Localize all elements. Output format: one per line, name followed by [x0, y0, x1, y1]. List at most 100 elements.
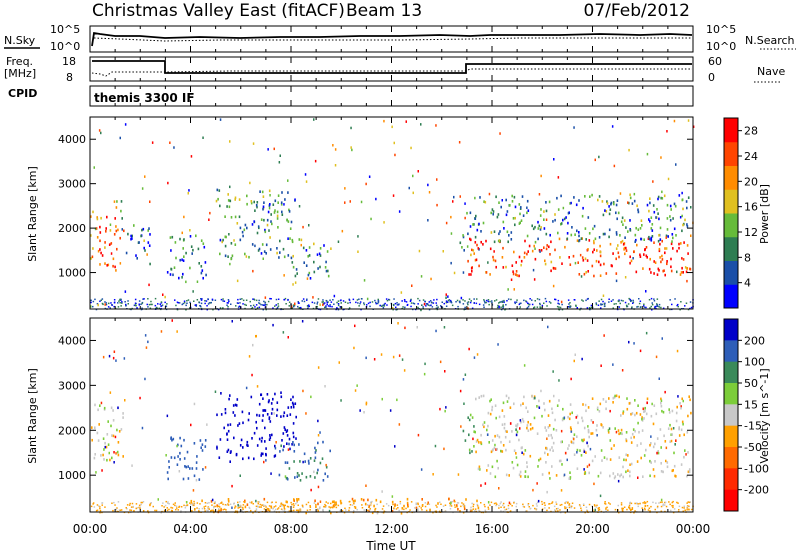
data-cell: [281, 504, 283, 507]
data-cell: [470, 506, 472, 509]
data-cell: [498, 415, 501, 419]
data-cell: [119, 136, 121, 140]
freq-tick-bottom: 8: [66, 71, 73, 84]
data-cell: [104, 441, 106, 445]
data-cell: [562, 206, 565, 210]
data-cell: [595, 428, 598, 432]
data-cell: [259, 503, 261, 506]
data-cell: [552, 370, 554, 373]
colorbar-tick-label: 50: [744, 377, 758, 390]
data-cell: [474, 508, 477, 510]
data-cell: [596, 434, 598, 437]
data-cell: [427, 304, 430, 306]
data-cell: [678, 434, 681, 437]
data-cell: [475, 440, 478, 443]
data-cell: [149, 307, 152, 309]
data-cell: [487, 299, 490, 301]
data-cell: [268, 438, 271, 441]
data-cell: [669, 299, 671, 301]
power-ylabel: Slant Range [km]: [26, 166, 39, 262]
data-cell: [330, 247, 332, 250]
data-cell: [252, 269, 254, 273]
data-cell: [344, 201, 346, 204]
data-cell: [259, 302, 261, 305]
data-cell: [332, 144, 334, 147]
data-cell: [674, 298, 676, 300]
data-cell: [505, 394, 508, 398]
data-cell: [113, 305, 115, 308]
data-cell: [603, 305, 606, 308]
data-cell: [166, 303, 168, 305]
data-cell: [600, 449, 603, 452]
data-cell: [467, 301, 470, 303]
data-cell: [469, 301, 472, 304]
data-cell: [290, 406, 293, 409]
data-cell: [384, 302, 386, 305]
data-cell: [665, 236, 667, 239]
data-cell: [172, 273, 174, 277]
data-cell: [317, 468, 319, 472]
data-cell: [580, 275, 583, 278]
data-cell: [521, 451, 523, 454]
data-cell: [462, 271, 465, 274]
data-cell: [267, 300, 270, 303]
data-cell: [416, 507, 419, 510]
data-cell: [489, 472, 492, 475]
data-cell: [674, 443, 676, 446]
data-cell: [487, 508, 490, 510]
data-cell: [518, 438, 520, 442]
data-cell: [337, 303, 340, 305]
data-cell: [547, 426, 550, 429]
data-cell: [648, 507, 651, 509]
data-cell: [688, 505, 690, 508]
data-cell: [489, 273, 491, 276]
data-cell: [459, 241, 462, 245]
data-cell: [498, 504, 500, 507]
data-cell: [636, 444, 639, 447]
data-cell: [271, 501, 273, 503]
data-cell: [387, 504, 390, 507]
data-cell: [661, 337, 663, 340]
data-cell: [305, 503, 308, 506]
data-cell: [407, 506, 409, 508]
data-cell: [114, 504, 116, 506]
data-cell: [204, 439, 207, 442]
data-cell: [121, 302, 123, 304]
data-cell: [423, 372, 426, 376]
data-cell: [247, 444, 249, 447]
data-cell: [608, 228, 611, 232]
data-cell: [442, 505, 445, 507]
data-cell: [231, 506, 233, 509]
data-cell: [160, 302, 163, 304]
data-cell: [648, 237, 651, 241]
data-cell: [569, 403, 572, 406]
data-cell: [245, 299, 248, 301]
colorbar-swatch: [724, 489, 738, 512]
data-cell: [274, 508, 277, 511]
data-cell: [357, 235, 359, 238]
data-cell: [379, 304, 381, 307]
data-cell: [641, 507, 643, 509]
data-cell: [227, 199, 230, 202]
data-cell: [325, 305, 327, 307]
data-cell: [294, 302, 296, 305]
data-cell: [551, 411, 554, 415]
data-cell: [551, 501, 554, 503]
data-cell: [300, 243, 302, 247]
data-cell: [185, 251, 187, 255]
data-cell: [663, 194, 666, 198]
data-cell: [637, 228, 640, 231]
data-cell: [191, 510, 193, 512]
data-cell: [535, 508, 538, 510]
data-cell: [612, 472, 615, 475]
data-cell: [653, 272, 655, 275]
data-cell: [237, 424, 239, 427]
data-cell: [676, 304, 678, 307]
data-cell: [650, 305, 652, 308]
data-cell: [227, 423, 229, 427]
data-cell: [439, 510, 441, 513]
data-cell: [672, 469, 674, 472]
data-cell: [359, 409, 361, 412]
data-cell: [314, 451, 317, 454]
data-cell: [537, 220, 539, 224]
